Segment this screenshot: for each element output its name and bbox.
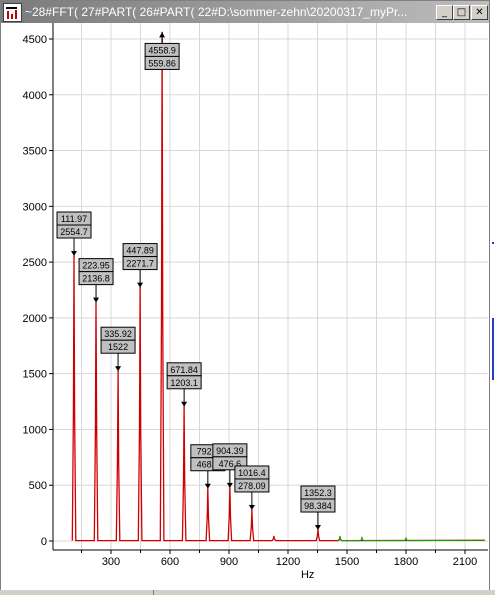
annotation-arrow-head xyxy=(314,525,321,531)
annotation-arrow-head xyxy=(248,504,255,510)
annotation-arrow-head xyxy=(226,482,233,488)
series-peak-point xyxy=(273,535,275,538)
y-tick-label: 2500 xyxy=(23,257,47,269)
series-peak-point xyxy=(251,509,253,511)
series-peak-point xyxy=(183,405,185,408)
annotation-freq-label: 4558.9 xyxy=(148,45,176,55)
series-peak-point xyxy=(117,370,119,373)
annotations: 111.97 2554.7 223.95 2136.8 335.92 1522 447.89… xyxy=(56,32,336,531)
x-tick-label: 900 xyxy=(220,556,238,568)
cursor-marker xyxy=(492,318,494,380)
y-tick-label: 2000 xyxy=(23,313,47,325)
annotation-freq-label: 792.4 xyxy=(197,447,220,457)
series-peak-point xyxy=(339,535,341,538)
window-title: ~28#FFT( 27#PART( 26#PART( 22#D:\sommer-… xyxy=(25,5,408,19)
x-tick-label: 600 xyxy=(161,556,179,568)
y-tick-label: 3500 xyxy=(23,146,47,158)
y-tick-label: 4000 xyxy=(23,90,47,102)
peak-annotation: 671.84 1203.1 xyxy=(166,362,202,407)
series-peak-point xyxy=(139,286,141,289)
peak-annotation: 904.39 476.6 xyxy=(212,443,248,488)
x-tick-label: 2100 xyxy=(453,556,477,568)
peak-annotation: 4558.9 559.86 xyxy=(144,32,180,70)
series-peak-point xyxy=(229,487,231,489)
x-tick-label: 1800 xyxy=(394,556,418,568)
annotation-freq-label: 1352.3 xyxy=(304,488,332,498)
annotation-freq-label: 335.92 xyxy=(104,329,132,339)
spectrum-plot[interactable]: 0 500 1000 1500 2000 2500 3000 3500 4000 4500 300 6… xyxy=(1,23,490,591)
x-tick-label: 1500 xyxy=(335,556,359,568)
y-tick-label: 1000 xyxy=(23,424,47,436)
series-peak-point xyxy=(361,536,363,539)
app-icon[interactable] xyxy=(3,3,22,22)
annotation-freq-label: 904.39 xyxy=(216,446,244,456)
annotation-arrow-head xyxy=(159,32,166,38)
annotation-amp-label: 278.09 xyxy=(238,481,266,491)
annotation-amp-box xyxy=(300,498,336,513)
annotation-arrow-head xyxy=(181,401,188,407)
y-tick-label: 1500 xyxy=(23,369,47,381)
y-tick-label: 500 xyxy=(29,480,47,492)
peak-annotation: 223.95 2136.8 xyxy=(78,258,114,303)
annotation-amp-label: 559.86 xyxy=(148,58,176,68)
annotation-amp-label: 468.4 xyxy=(197,460,220,470)
annotation-arrow-head xyxy=(115,366,122,372)
annotation-freq-label: 671.84 xyxy=(170,365,198,375)
right-edge-panel xyxy=(489,0,495,595)
peak-annotation: 447.89 2271.7 xyxy=(122,243,158,288)
annotation-freq-label: 447.89 xyxy=(126,246,154,256)
annotation-amp-label: 98.384 xyxy=(304,501,332,511)
annotation-amp-label: 1203.1 xyxy=(170,378,198,388)
minimize-button[interactable]: _ xyxy=(436,5,453,20)
x-tick-label: 1200 xyxy=(276,556,300,568)
annotation-amp-box xyxy=(166,375,202,390)
annotation-freq-label: 223.95 xyxy=(82,261,110,271)
annotation-freq-label: 111.97 xyxy=(61,214,87,224)
peak-annotation: 335.92 1522 xyxy=(100,326,136,372)
annotation-arrow-head xyxy=(204,483,211,489)
series-group xyxy=(71,31,485,542)
annotation-amp-label: 2136.8 xyxy=(82,274,110,284)
annotation-amp-label: 1522 xyxy=(108,342,128,352)
annotation-arrow-head xyxy=(71,251,78,257)
x-axis-label: Hz xyxy=(301,569,314,581)
annotation-amp-box xyxy=(122,256,158,271)
status-strip xyxy=(0,590,495,595)
annotation-amp-box xyxy=(100,339,136,354)
plot-area xyxy=(53,23,488,550)
annotation-amp-box xyxy=(234,478,270,493)
peak-annotation: 1352.3 98.384 xyxy=(300,485,336,531)
series-peak-point xyxy=(95,301,97,304)
annotation-freq-label: 1016.4 xyxy=(238,468,266,478)
y-tick-label: 4500 xyxy=(23,34,47,46)
annotation-amp-label: 2271.7 xyxy=(126,259,154,269)
series-peak-point xyxy=(73,255,75,257)
annotation-amp-label: 2554.7 xyxy=(60,227,88,237)
peak-annotation: 111.97 2554.7 xyxy=(56,211,92,257)
x-tick-label: 300 xyxy=(102,556,120,568)
title-bar[interactable]: ~28#FFT( 27#PART( 26#PART( 22#D:\sommer-… xyxy=(1,1,490,23)
peak-annotation: 1016.4 278.09 xyxy=(234,465,270,510)
y-tick-label: 3000 xyxy=(23,201,47,213)
annotation-arrow-head xyxy=(93,297,100,303)
annotation-amp-box xyxy=(144,55,180,70)
annotation-amp-label: 476.6 xyxy=(219,459,242,469)
series-line xyxy=(71,32,485,542)
cursor-marker xyxy=(492,242,494,244)
annotation-arrow-head xyxy=(137,282,144,288)
maximize-button[interactable]: □ xyxy=(453,5,470,20)
series-peak-point xyxy=(405,537,407,540)
annotation-amp-box xyxy=(56,224,92,239)
y-tick-label: 0 xyxy=(41,536,47,548)
close-button[interactable]: ✕ xyxy=(471,5,488,20)
annotation-amp-box xyxy=(78,271,114,286)
